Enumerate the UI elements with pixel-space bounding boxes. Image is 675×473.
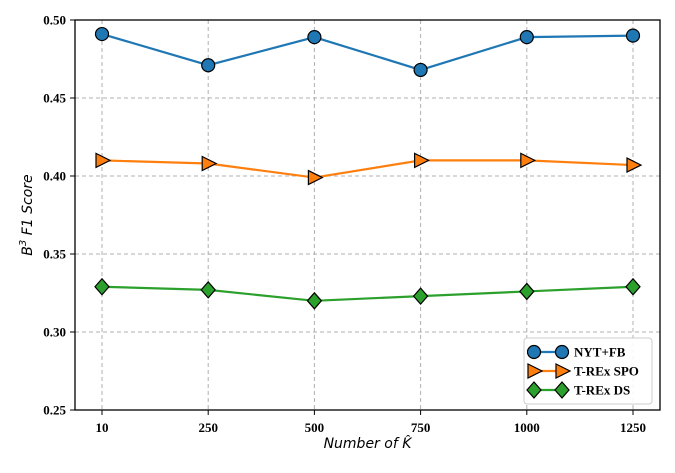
legend-item: NYT+FB: [526, 344, 626, 360]
y-tick-label: 0.40: [43, 169, 66, 184]
axis-ticks: 0.25 0.30 0.35 0.40 0.45 0.50 10 250 500 750 1000 1…: [43, 13, 646, 436]
data-point: [201, 155, 218, 172]
x-tick-label: 1250: [620, 420, 646, 435]
data-point: [520, 152, 537, 169]
y-tick-label: 0.50: [43, 13, 66, 28]
data-point: [625, 277, 641, 296]
data-point: [626, 157, 643, 174]
legend: NYT+FB T-REx SPO T-REx DS: [523, 337, 653, 405]
data-point: [201, 58, 216, 73]
x-tick-label: 750: [411, 420, 431, 435]
data-point: [519, 282, 535, 301]
x-tick-label: 250: [198, 420, 218, 435]
series-t-rex-spo: [95, 152, 643, 186]
data-point: [200, 280, 216, 299]
data-point: [307, 169, 324, 186]
legend-marker: [554, 344, 570, 360]
y-tick-label: 0.35: [43, 247, 66, 262]
legend-marker: [526, 344, 542, 360]
y-tick-label: 0.25: [43, 403, 66, 418]
legend-item: T-REx DS: [526, 381, 630, 399]
x-tick-label: 10: [96, 420, 109, 435]
plot-frame: [74, 19, 661, 411]
y-tick-label: 0.30: [43, 325, 66, 340]
data-point: [625, 28, 641, 43]
data-point: [306, 291, 323, 310]
legend-item: T-REx SPO: [527, 363, 639, 379]
legend-marker: [526, 381, 542, 399]
legend-label: T-REx SPO: [574, 364, 639, 379]
legend-label: NYT+FB: [574, 345, 626, 360]
data-point: [414, 152, 430, 169]
data-point: [95, 152, 112, 169]
legend-marker: [554, 381, 570, 399]
y-tick-label: 0.45: [43, 91, 66, 106]
data-point: [413, 62, 428, 78]
x-tick-label: 1000: [514, 420, 540, 435]
legend-marker: [555, 363, 572, 379]
data-point: [94, 277, 110, 296]
y-axis-label: B3 F1 Score: [18, 174, 36, 255]
data-point: [412, 287, 429, 306]
series-nyt-fb: [94, 26, 641, 78]
series-t-rex-ds: [94, 277, 641, 310]
data-point: [307, 30, 322, 45]
x-axis-label: Number of K̂: [324, 435, 414, 452]
legend-label: T-REx DS: [574, 383, 630, 398]
legend-marker: [527, 363, 544, 379]
series-line: [101, 285, 634, 302]
series-layer: [94, 26, 643, 310]
series-line: [101, 32, 634, 72]
data-point: [94, 26, 110, 42]
data-point: [519, 30, 534, 45]
x-tick-label: 500: [305, 420, 325, 435]
series-line: [101, 159, 634, 179]
